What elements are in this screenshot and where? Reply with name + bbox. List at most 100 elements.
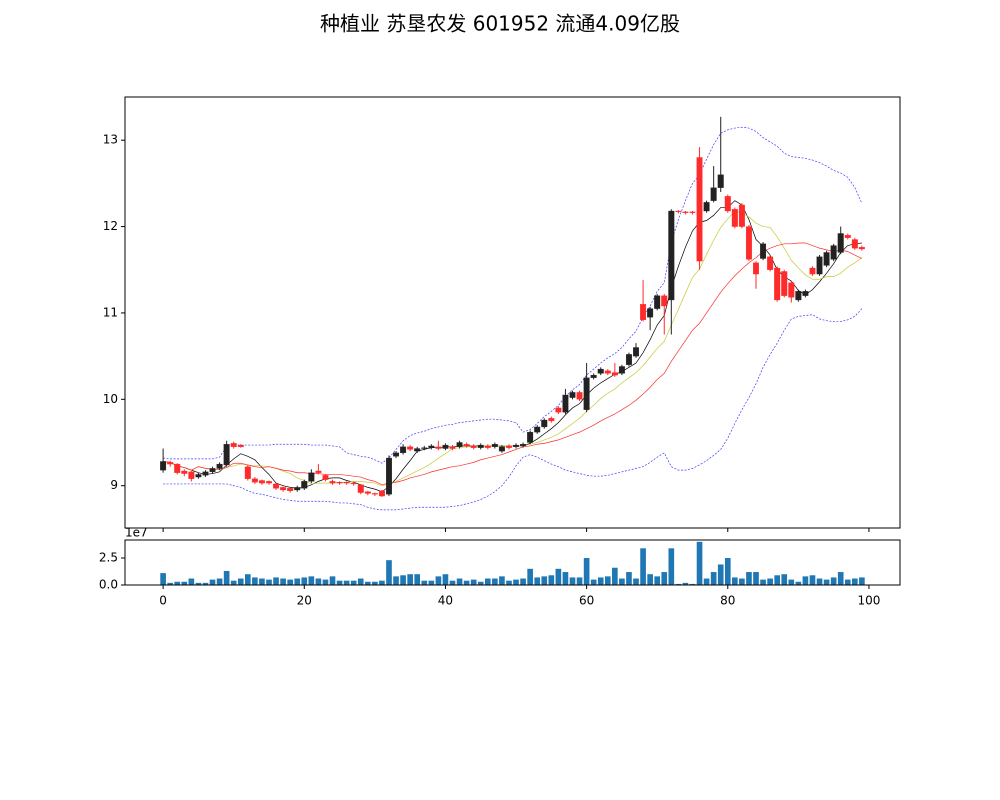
candle-body <box>675 210 682 213</box>
volume-bar <box>710 572 717 585</box>
candle-body <box>188 471 195 479</box>
candle-body <box>795 291 802 301</box>
y-tick-label: 10 <box>103 392 118 406</box>
volume-bar <box>717 564 724 585</box>
volume-bar <box>844 579 851 585</box>
candle-body <box>174 463 181 473</box>
volume-bar <box>259 578 265 585</box>
candle-body <box>696 157 703 262</box>
indicator-line <box>163 210 863 487</box>
candle-body <box>710 187 717 201</box>
volume-bar <box>520 578 526 585</box>
candle-body <box>731 209 738 227</box>
candle-body <box>633 347 639 357</box>
candle-body <box>407 446 414 450</box>
volume-bar <box>364 581 371 585</box>
volume-bar <box>626 572 632 585</box>
volume-bar <box>767 578 773 585</box>
candle-body <box>830 245 837 260</box>
y-tick-label: 11 <box>103 305 118 319</box>
candle-body <box>647 308 654 318</box>
volume-bar <box>604 576 611 585</box>
volume-bar <box>223 570 230 585</box>
candle-body <box>223 444 230 466</box>
volume-bar <box>308 576 315 585</box>
volume-bar <box>252 577 258 585</box>
candle-body <box>273 483 280 489</box>
volume-bar <box>463 580 470 585</box>
volume-bar <box>393 576 399 585</box>
volume-bar <box>859 577 865 585</box>
candle-body <box>364 491 371 494</box>
volume-bar <box>174 581 181 585</box>
volume-bar <box>435 576 442 585</box>
volume-bar <box>181 581 188 585</box>
candle-body <box>520 444 527 447</box>
candle-body <box>611 372 618 376</box>
volume-bar <box>287 579 293 585</box>
candle-body <box>378 490 385 497</box>
volume-bar <box>167 582 173 585</box>
candle-body <box>442 444 449 449</box>
candle-body <box>216 463 223 469</box>
candle-body <box>498 446 505 452</box>
candle-body <box>477 444 484 448</box>
candle-body <box>195 474 202 478</box>
volume-bar <box>590 579 597 585</box>
candle-body <box>689 211 696 213</box>
volume-bar <box>266 579 272 585</box>
volume-bar <box>506 580 512 585</box>
volume-bar <box>350 580 357 585</box>
volume-bar <box>477 581 484 585</box>
candle-body <box>858 247 865 250</box>
volume-bar <box>569 577 576 585</box>
candle-body <box>167 462 174 465</box>
volume-bar <box>273 577 279 585</box>
volume-bar <box>640 548 646 585</box>
candle-body <box>583 377 590 410</box>
candle-body <box>336 482 343 484</box>
volume-bar <box>809 575 816 585</box>
volume-bar <box>852 578 858 585</box>
volume-bar <box>470 579 477 585</box>
volume-bar <box>400 575 406 585</box>
volume-bar <box>209 579 216 585</box>
x-tick-label: 80 <box>720 594 735 608</box>
candle-body <box>491 444 498 447</box>
candle-body <box>555 407 562 413</box>
candle-body <box>837 233 844 253</box>
volume-bar <box>216 578 223 585</box>
candle-body <box>301 481 308 489</box>
volume-bar <box>421 580 428 585</box>
candle-body <box>738 204 745 227</box>
volume-bar <box>372 581 378 585</box>
candle-body <box>724 196 731 212</box>
volume-bar <box>386 560 392 585</box>
volume-bar <box>774 575 781 585</box>
y-tick-label: 13 <box>103 133 118 147</box>
volume-bar <box>788 579 795 585</box>
volume-bar <box>612 567 618 585</box>
candle-body <box>527 431 534 443</box>
candle-body <box>294 487 301 491</box>
y-tick-label: 12 <box>103 219 118 233</box>
volume-bar <box>689 583 696 585</box>
candle-body <box>308 472 315 482</box>
candle-body <box>703 202 710 212</box>
candle-body <box>569 392 576 398</box>
volume-bar <box>753 572 759 585</box>
candle-body <box>745 226 752 260</box>
volume-bar <box>534 577 541 585</box>
volume-bar <box>407 574 413 585</box>
volume-bar <box>732 577 738 585</box>
candle-body <box>640 304 647 320</box>
axis-offset-label: 1e7 <box>125 526 148 540</box>
volume-bar <box>555 568 562 585</box>
volume-bar <box>823 579 830 585</box>
candle-body <box>251 478 258 483</box>
candle-body <box>576 392 583 400</box>
volume-bar <box>837 572 844 585</box>
x-tick-label: 40 <box>438 594 453 608</box>
candle-body <box>280 487 287 491</box>
